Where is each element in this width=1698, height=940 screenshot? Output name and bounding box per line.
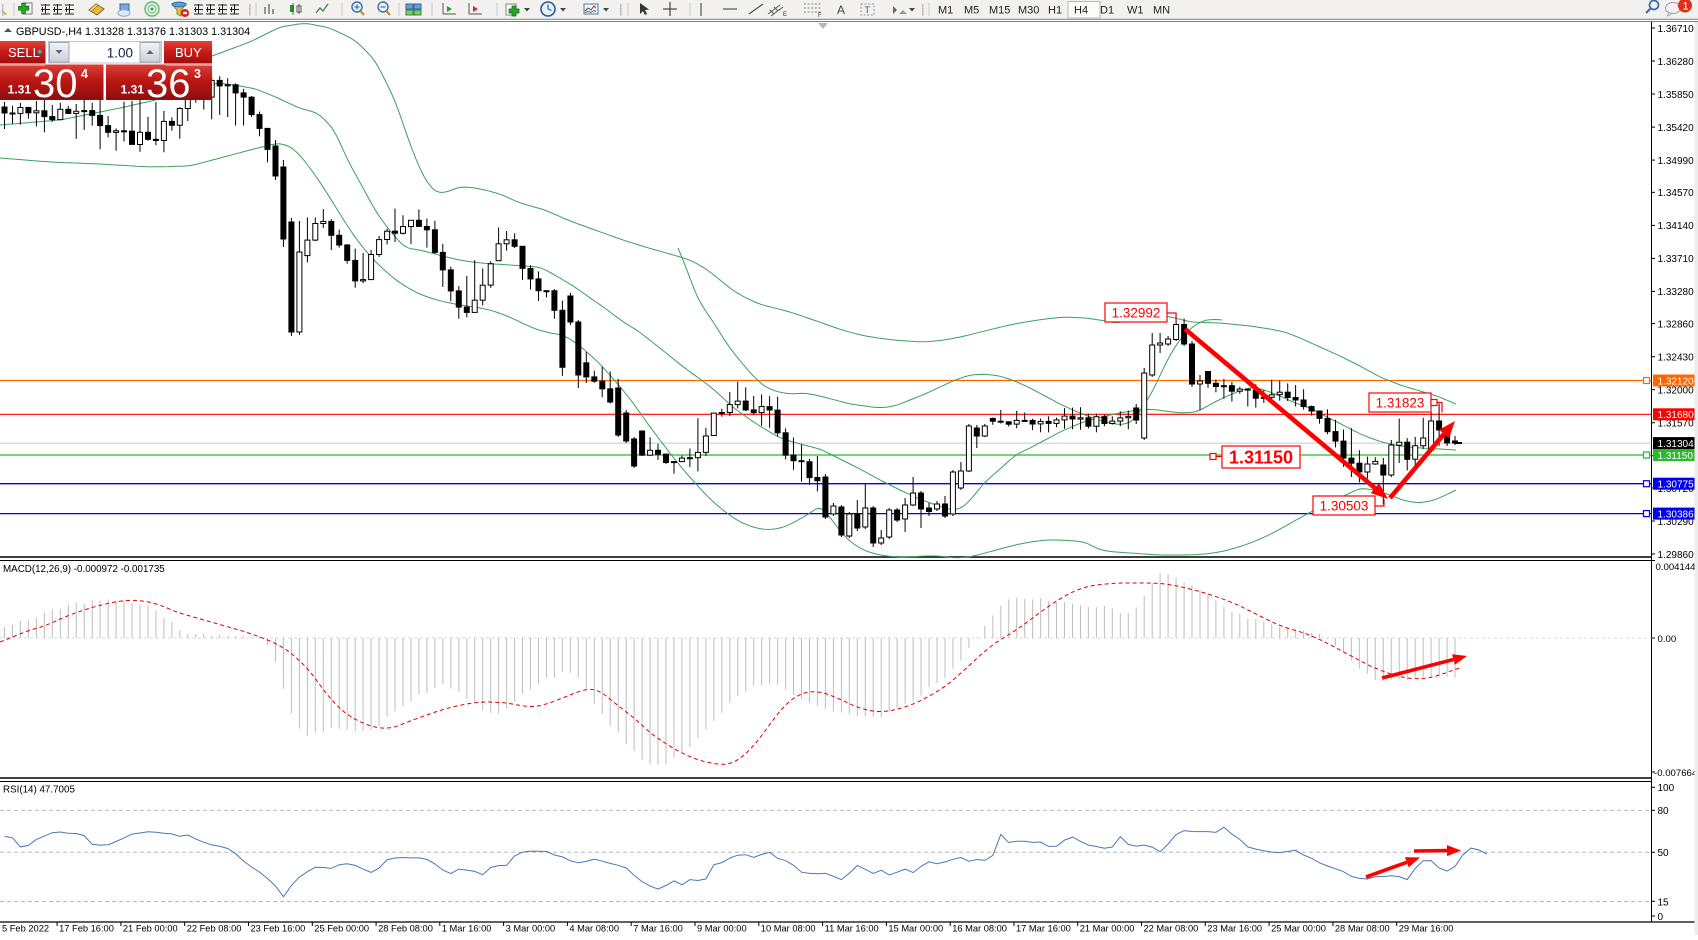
svg-text:22 Mar 08:00: 22 Mar 08:00: [1144, 924, 1199, 934]
svg-text:1.30775: 1.30775: [1658, 480, 1695, 491]
svg-text:1.31150: 1.31150: [1229, 447, 1293, 467]
svg-text:1.32992: 1.32992: [1112, 305, 1161, 320]
svg-text:10 Mar 08:00: 10 Mar 08:00: [761, 924, 816, 934]
svg-text:E: E: [783, 12, 787, 18]
svg-text:1.31: 1.31: [121, 83, 145, 97]
svg-text:1.36710: 1.36710: [1658, 24, 1695, 35]
svg-text:MACD(12,26,9) -0.000972 -0.001: MACD(12,26,9) -0.000972 -0.001735: [3, 564, 165, 575]
svg-text:T: T: [865, 5, 871, 15]
svg-text:1: 1: [1683, 1, 1689, 13]
svg-text:80: 80: [1658, 806, 1670, 817]
svg-text:1.31680: 1.31680: [1658, 410, 1695, 421]
svg-text:1.33710: 1.33710: [1658, 254, 1695, 265]
svg-text:0: 0: [1658, 912, 1664, 923]
svg-text:28 Feb 08:00: 28 Feb 08:00: [378, 924, 433, 934]
svg-text:36: 36: [146, 62, 191, 106]
svg-text:1.32430: 1.32430: [1658, 353, 1695, 364]
svg-text:1.31150: 1.31150: [1658, 451, 1694, 462]
svg-text:25 Feb 00:00: 25 Feb 00:00: [314, 924, 369, 934]
svg-text:15: 15: [1658, 897, 1670, 908]
svg-text:-0.007664: -0.007664: [1654, 768, 1698, 779]
svg-text:M15: M15: [989, 5, 1010, 17]
svg-text:50: 50: [1658, 848, 1670, 859]
svg-text:11 Mar 16:00: 11 Mar 16:00: [825, 924, 879, 934]
svg-text:1.00: 1.00: [107, 46, 133, 61]
svg-text:D1: D1: [1100, 5, 1114, 17]
svg-text:A: A: [837, 3, 845, 17]
svg-text:M1: M1: [938, 5, 953, 17]
svg-text:17 Mar 16:00: 17 Mar 16:00: [1016, 924, 1071, 934]
svg-text:1.30503: 1.30503: [1320, 498, 1369, 513]
svg-text:1.30386: 1.30386: [1658, 509, 1695, 520]
svg-text:5 Feb 2022: 5 Feb 2022: [2, 924, 49, 934]
svg-text:1.34570: 1.34570: [1658, 188, 1695, 199]
svg-text:1.31: 1.31: [8, 83, 32, 97]
svg-text:SELL: SELL: [8, 45, 40, 60]
svg-text:100: 100: [1658, 783, 1675, 794]
svg-text:17 Feb 16:00: 17 Feb 16:00: [59, 924, 114, 934]
svg-text:1 Mar 16:00: 1 Mar 16:00: [442, 924, 492, 934]
svg-text:3: 3: [194, 67, 201, 81]
svg-text:M5: M5: [964, 5, 979, 17]
svg-text:28 Mar 08:00: 28 Mar 08:00: [1335, 924, 1390, 934]
svg-text:1.36280: 1.36280: [1658, 57, 1695, 68]
svg-text:7 Mar 16:00: 7 Mar 16:00: [633, 924, 683, 934]
svg-text:0.00: 0.00: [1658, 634, 1677, 645]
svg-text:1.34140: 1.34140: [1658, 221, 1695, 232]
svg-text:W1: W1: [1127, 5, 1144, 17]
svg-text:1.35850: 1.35850: [1658, 90, 1695, 101]
svg-text:1.32860: 1.32860: [1658, 319, 1695, 330]
svg-text:1.35420: 1.35420: [1658, 123, 1695, 134]
svg-text:MN: MN: [1153, 5, 1170, 17]
svg-text:RSI(14) 47.7005: RSI(14) 47.7005: [3, 785, 75, 796]
svg-text:F: F: [818, 13, 822, 19]
svg-text:4 Mar 08:00: 4 Mar 08:00: [569, 924, 619, 934]
svg-text:H1: H1: [1048, 5, 1062, 17]
svg-text:0.004144: 0.004144: [1656, 562, 1697, 573]
svg-text:23 Mar 16:00: 23 Mar 16:00: [1207, 924, 1262, 934]
svg-text:29 Mar 16:00: 29 Mar 16:00: [1399, 924, 1454, 934]
svg-text:H4: H4: [1074, 5, 1088, 17]
svg-text:1.29860: 1.29860: [1658, 550, 1695, 561]
svg-text:25 Mar 00:00: 25 Mar 00:00: [1271, 924, 1326, 934]
svg-text:21 Feb 00:00: 21 Feb 00:00: [123, 924, 178, 934]
svg-text:1.31304: 1.31304: [1658, 439, 1695, 450]
svg-text:1.32120: 1.32120: [1658, 376, 1695, 387]
svg-text:21 Mar 00:00: 21 Mar 00:00: [1080, 924, 1135, 934]
svg-text:BUY: BUY: [175, 45, 202, 60]
svg-text:9 Mar 00:00: 9 Mar 00:00: [697, 924, 747, 934]
svg-text:1.31823: 1.31823: [1376, 395, 1425, 410]
svg-text:15 Mar 00:00: 15 Mar 00:00: [888, 924, 943, 934]
svg-text:1.34990: 1.34990: [1658, 156, 1695, 167]
svg-text:M30: M30: [1018, 5, 1039, 17]
svg-text:GBPUSD-,H4 1.31328 1.31376 1.: GBPUSD-,H4 1.31328 1.31376 1.31303 1.313…: [16, 26, 250, 38]
svg-text:30: 30: [33, 62, 78, 106]
svg-text:1.33280: 1.33280: [1658, 287, 1695, 298]
svg-text:16 Mar 08:00: 16 Mar 08:00: [952, 924, 1007, 934]
svg-text:23 Feb 16:00: 23 Feb 16:00: [251, 924, 306, 934]
svg-text:4: 4: [81, 67, 88, 81]
svg-text:3 Mar 00:00: 3 Mar 00:00: [506, 924, 556, 934]
svg-text:22 Feb 08:00: 22 Feb 08:00: [187, 924, 242, 934]
